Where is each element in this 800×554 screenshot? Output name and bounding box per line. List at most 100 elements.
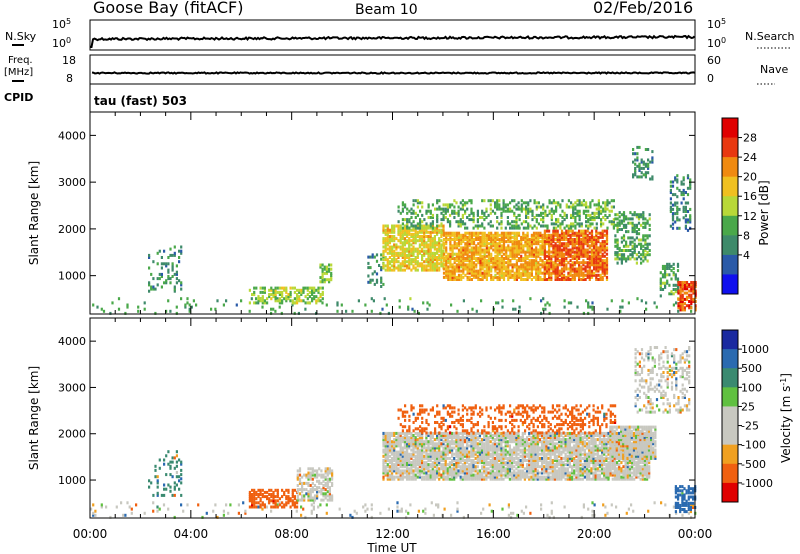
data-cell xyxy=(408,467,411,471)
data-cell xyxy=(395,463,398,467)
data-cell xyxy=(421,256,424,259)
data-cell xyxy=(682,178,685,182)
data-cell xyxy=(524,271,527,275)
data-cell xyxy=(573,252,576,256)
data-cell xyxy=(489,224,492,228)
data-cell xyxy=(444,475,447,479)
data-cell xyxy=(580,250,583,254)
data-cell xyxy=(475,259,478,263)
data-cell xyxy=(532,254,536,258)
data-cell xyxy=(492,263,495,267)
data-cell xyxy=(421,235,424,238)
data-cell xyxy=(459,465,462,469)
data-cell xyxy=(608,220,611,224)
data-cell xyxy=(558,238,561,241)
data-cell xyxy=(468,254,471,258)
data-cell xyxy=(543,275,546,279)
data-cell xyxy=(593,218,596,222)
data-cell xyxy=(297,311,300,315)
data-cell xyxy=(578,275,581,279)
data-cell xyxy=(313,290,316,294)
data-cell xyxy=(414,256,417,259)
data-cell xyxy=(685,287,689,291)
data-cell xyxy=(537,263,540,267)
data-cell xyxy=(438,477,441,481)
data-cell xyxy=(261,501,264,505)
data-cell xyxy=(375,272,379,276)
data-cell xyxy=(681,283,684,287)
data-cell xyxy=(582,273,585,277)
data-cell xyxy=(414,477,417,481)
data-cell xyxy=(317,299,320,303)
data-cell xyxy=(399,268,402,272)
data-cell xyxy=(160,493,163,497)
data-cell xyxy=(395,237,398,241)
data-cell xyxy=(539,250,542,254)
nave-tick-top: 60 xyxy=(707,54,721,67)
data-cell xyxy=(102,309,106,313)
data-cell xyxy=(165,279,168,283)
data-cell xyxy=(446,218,449,222)
data-cell xyxy=(296,297,299,301)
data-cell xyxy=(565,259,568,263)
data-cell xyxy=(444,444,447,448)
data-cell xyxy=(540,211,543,215)
colorbar-tick-label: 28 xyxy=(743,132,757,145)
data-cell xyxy=(589,222,592,226)
data-cell xyxy=(171,264,174,268)
data-cell xyxy=(330,276,333,280)
data-cell xyxy=(391,463,394,467)
data-cell xyxy=(560,271,564,275)
data-cell xyxy=(494,211,497,215)
data-cell xyxy=(270,505,273,509)
data-cell xyxy=(644,234,647,238)
data-cell xyxy=(410,228,413,232)
data-cell xyxy=(629,221,632,225)
data-cell xyxy=(386,268,389,272)
data-cell xyxy=(399,448,402,452)
data-cell xyxy=(433,239,436,243)
data-cell xyxy=(606,203,609,207)
data-cell xyxy=(666,273,669,277)
data-cell xyxy=(403,243,406,247)
data-cell xyxy=(565,275,568,279)
data-cell xyxy=(616,257,619,261)
data-cell xyxy=(502,263,506,267)
data-cell xyxy=(535,246,538,250)
data-cell xyxy=(638,164,641,168)
data-cell xyxy=(444,203,447,207)
data-cell xyxy=(511,246,514,250)
data-cell xyxy=(163,493,166,497)
data-cell xyxy=(550,259,553,263)
data-cell xyxy=(408,463,411,467)
data-cell xyxy=(444,446,447,450)
data-cell xyxy=(550,250,553,254)
data-cell xyxy=(627,244,630,248)
data-cell xyxy=(388,266,391,270)
data-cell xyxy=(305,481,308,485)
data-cell xyxy=(515,278,518,281)
data-cell xyxy=(576,213,579,217)
data-cell xyxy=(442,209,445,213)
data-cell xyxy=(548,515,551,519)
data-cell xyxy=(446,436,449,440)
data-cell xyxy=(306,288,309,292)
data-cell xyxy=(537,213,540,217)
data-cell xyxy=(451,477,454,481)
data-cell xyxy=(676,264,680,268)
nsearch-tick-bottom: 100 xyxy=(707,36,726,51)
data-cell xyxy=(615,505,618,509)
data-cell xyxy=(554,263,557,267)
data-cell xyxy=(178,475,181,479)
data-cell xyxy=(156,491,159,495)
data-cell xyxy=(442,473,445,477)
data-cell xyxy=(528,263,531,267)
data-cell xyxy=(590,269,594,273)
data-cell xyxy=(427,469,430,473)
data-cell xyxy=(391,477,394,481)
data-cell xyxy=(466,477,469,481)
data-cell xyxy=(393,444,396,448)
data-cell xyxy=(664,275,667,279)
data-cell xyxy=(445,254,448,258)
data-cell xyxy=(291,490,294,494)
